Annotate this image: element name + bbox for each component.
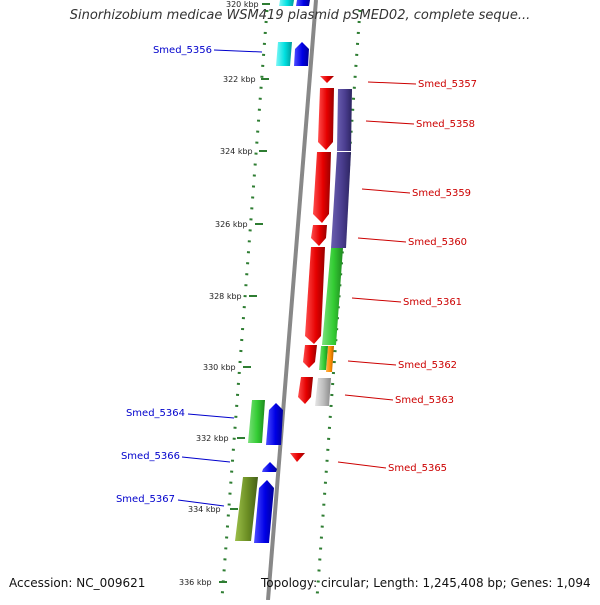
gene-label-smed-5356[interactable]: Smed_5356 [153, 45, 212, 56]
gene-label-smed-5362[interactable]: Smed_5362 [398, 360, 457, 371]
gene-feature-smed-5356[interactable] [276, 42, 292, 66]
leader-line [213, 49, 263, 53]
topology-text: Topology: circular; Length: 1,245,408 bp… [261, 576, 591, 590]
gene-feature-smed-5362[interactable] [303, 345, 317, 368]
tick-label: 326 kbp [215, 220, 248, 229]
gene-feature-smed-5362[interactable] [326, 346, 334, 372]
gene-feature-smed-5359[interactable] [313, 152, 331, 223]
ruler-labels: 320 kbp 322 kbp 324 kbp 326 kbp 328 kbp … [179, 0, 259, 587]
leader-line [357, 237, 407, 243]
gene-label-smed-5364[interactable]: Smed_5364 [126, 408, 185, 419]
gene-feature-smed-5358[interactable] [337, 89, 352, 151]
gene-feature-smed-5361[interactable] [305, 247, 325, 344]
leader-line [337, 461, 387, 469]
gene-feature-smed-5367[interactable] [254, 480, 274, 543]
gene-feature-smed-5364[interactable] [266, 403, 283, 445]
gene-label-smed-5360[interactable]: Smed_5360 [408, 237, 467, 248]
tick-label: 330 kbp [203, 363, 236, 372]
gene-feature-smed-5362[interactable] [319, 346, 328, 370]
reverse-strand-genes [290, 76, 352, 462]
gene-label-smed-5359[interactable]: Smed_5359 [412, 188, 471, 199]
leader-line [177, 499, 225, 507]
gene-feature-smed-5365[interactable] [290, 453, 305, 462]
leader-line [181, 456, 231, 463]
tick-label: 332 kbp [196, 434, 229, 443]
gene-feature-smed-5360[interactable] [311, 225, 327, 246]
gene-feature-smed-5357[interactable] [320, 76, 334, 83]
leader-line [365, 120, 415, 125]
gene-feature-upper-cyan[interactable] [279, 0, 294, 6]
gene-label-smed-5366[interactable]: Smed_5366 [121, 451, 180, 462]
gene-feature-smed-5361[interactable] [322, 248, 343, 345]
gene-label-smed-5357[interactable]: Smed_5357 [418, 79, 477, 90]
leader-line [361, 188, 411, 194]
leader-line [344, 394, 394, 401]
gene-labels-left: Smed_5356 Smed_5364 Smed_5366 Smed_5367 [116, 45, 212, 505]
gene-labels-right: Smed_5357 Smed_5358 Smed_5359 Smed_5360 … [388, 79, 477, 474]
gene-feature-smed-5359[interactable] [331, 152, 351, 248]
leader-line [367, 81, 417, 85]
gene-feature-smed-5364[interactable] [248, 400, 265, 443]
gene-feature-smed-5356[interactable] [294, 42, 309, 66]
forward-strand-genes [235, 0, 310, 543]
backbone-line [266, 0, 318, 601]
gene-label-smed-5363[interactable]: Smed_5363 [395, 395, 454, 406]
gene-label-smed-5358[interactable]: Smed_5358 [416, 119, 475, 130]
map-title: Sinorhizobium medicae WSM419 plasmid pSM… [69, 8, 531, 23]
gene-feature-upper-blue[interactable] [296, 0, 310, 6]
tick-label: 336 kbp [179, 578, 212, 587]
leader-lines [177, 49, 417, 507]
gene-label-smed-5361[interactable]: Smed_5361 [403, 297, 462, 308]
tick-label: 320 kbp [226, 0, 259, 9]
gene-feature-smed-5367[interactable] [235, 477, 258, 541]
ruler-ticks [219, 3, 270, 583]
gene-feature-smed-5366[interactable] [262, 462, 277, 472]
gene-feature-smed-5363[interactable] [298, 377, 313, 404]
tick-label: 324 kbp [220, 147, 253, 156]
gene-label-smed-5365[interactable]: Smed_5365 [388, 463, 447, 474]
leader-line [187, 413, 235, 419]
accession-text: Accession: NC_009621 [9, 576, 146, 590]
leader-line [347, 360, 397, 366]
tick-label: 322 kbp [223, 75, 256, 84]
gene-feature-smed-5363[interactable] [315, 378, 331, 406]
leader-line [351, 297, 402, 303]
gene-feature-smed-5358[interactable] [318, 88, 334, 150]
tick-label: 334 kbp [188, 505, 221, 514]
tick-label: 328 kbp [209, 292, 242, 301]
gene-label-smed-5367[interactable]: Smed_5367 [116, 494, 175, 505]
